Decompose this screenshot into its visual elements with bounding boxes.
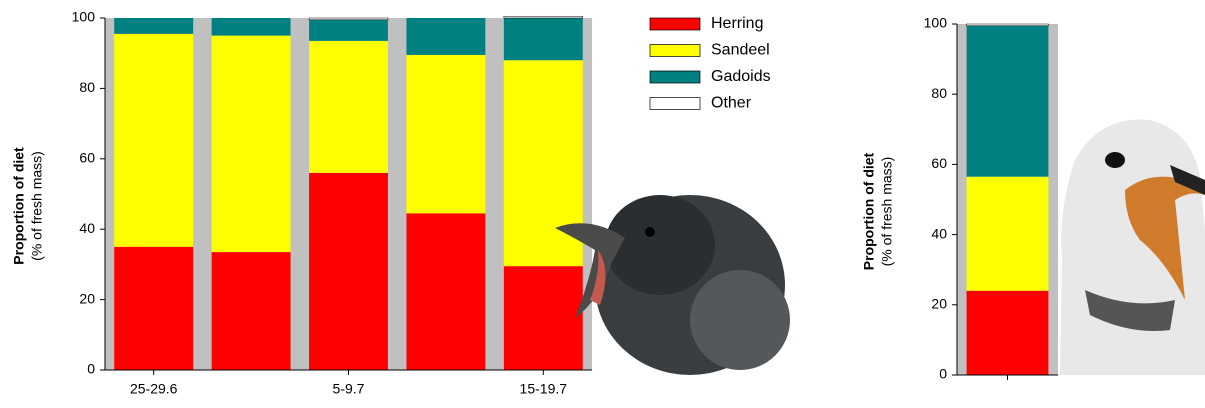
bar-segment — [503, 18, 583, 61]
y-tick-label: 60 — [931, 155, 947, 171]
bar-segment — [309, 19, 388, 41]
bar-segment — [966, 290, 1049, 375]
y-tick-label: 80 — [931, 85, 947, 101]
y-tick-label: 0 — [939, 366, 947, 382]
x-tick-label: 15-19.7 — [520, 381, 568, 397]
x-tick-label: 25-29.6 — [130, 381, 178, 397]
legend-swatch — [649, 70, 701, 84]
bar-segment — [114, 33, 194, 247]
bar-segment — [309, 172, 388, 370]
bar-segment — [966, 176, 1049, 291]
y-axis-title: Proportion of diet — [11, 147, 27, 265]
legend-swatch — [649, 44, 701, 57]
bar-segment — [406, 213, 486, 370]
chick-illustration — [555, 195, 790, 375]
legend-swatch — [649, 97, 701, 110]
y-tick-label: 100 — [72, 9, 96, 25]
bar-segment — [503, 15, 583, 19]
bar-segment — [114, 246, 194, 370]
bar-segment — [406, 18, 486, 55]
x-tick-label: 5-9.7 — [333, 381, 365, 397]
y-tick-label: 80 — [79, 79, 95, 95]
y-tick-label: 100 — [924, 15, 948, 31]
bar-segment — [211, 252, 291, 370]
chart: 25-29.6 5-9.7 15-19.7 0 20 40 60 80 100 Proportio… — [11, 9, 771, 397]
bar-segment — [309, 40, 388, 173]
chart: 0 20 40 60 80 100 Proportion of diet (% of fres… — [861, 15, 1058, 382]
bar-segment — [966, 23, 1049, 27]
y-tick-label: 60 — [79, 150, 95, 166]
bar-segment — [503, 266, 583, 370]
kittiwake-illustration — [1060, 119, 1205, 375]
y-axis-subtitle: (% of fresh mass) — [879, 157, 895, 267]
bar-segment — [966, 25, 1049, 177]
y-axis-title: Proportion of diet — [861, 152, 877, 270]
legend-label: Herring — [711, 15, 763, 32]
bar-segment — [211, 18, 291, 36]
legend-label: Sandeel — [711, 42, 770, 59]
bar-segment — [308, 17, 389, 21]
y-tick-label: 20 — [79, 290, 95, 306]
bar-segment — [406, 54, 486, 214]
y-tick-label: 40 — [931, 225, 947, 241]
legend-label: Other — [711, 95, 752, 112]
bar-segment — [114, 18, 194, 34]
y-tick-label: 20 — [931, 296, 947, 312]
legend-swatch — [649, 17, 701, 31]
y-tick-label: 40 — [79, 220, 95, 236]
y-axis-subtitle: (% of fresh mass) — [29, 151, 45, 261]
y-tick-label: 0 — [87, 361, 95, 377]
legend-label: Gadoids — [711, 68, 771, 85]
bar-segment — [211, 35, 291, 253]
